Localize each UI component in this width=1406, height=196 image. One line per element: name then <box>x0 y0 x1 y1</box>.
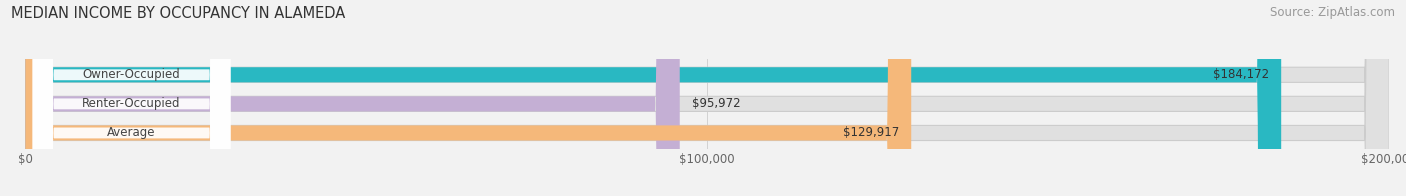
FancyBboxPatch shape <box>25 0 1389 196</box>
Text: $95,972: $95,972 <box>692 97 741 110</box>
Text: MEDIAN INCOME BY OCCUPANCY IN ALAMEDA: MEDIAN INCOME BY OCCUPANCY IN ALAMEDA <box>11 6 346 21</box>
FancyBboxPatch shape <box>32 0 231 196</box>
FancyBboxPatch shape <box>25 0 911 196</box>
Text: $184,172: $184,172 <box>1213 68 1270 81</box>
FancyBboxPatch shape <box>25 0 1389 196</box>
Text: Owner-Occupied: Owner-Occupied <box>83 68 180 81</box>
FancyBboxPatch shape <box>32 0 231 196</box>
FancyBboxPatch shape <box>25 0 1281 196</box>
Text: Average: Average <box>107 126 156 140</box>
FancyBboxPatch shape <box>32 0 231 196</box>
Text: $129,917: $129,917 <box>842 126 898 140</box>
FancyBboxPatch shape <box>25 0 1389 196</box>
FancyBboxPatch shape <box>25 0 679 196</box>
Text: Renter-Occupied: Renter-Occupied <box>83 97 181 110</box>
Text: Source: ZipAtlas.com: Source: ZipAtlas.com <box>1270 6 1395 19</box>
